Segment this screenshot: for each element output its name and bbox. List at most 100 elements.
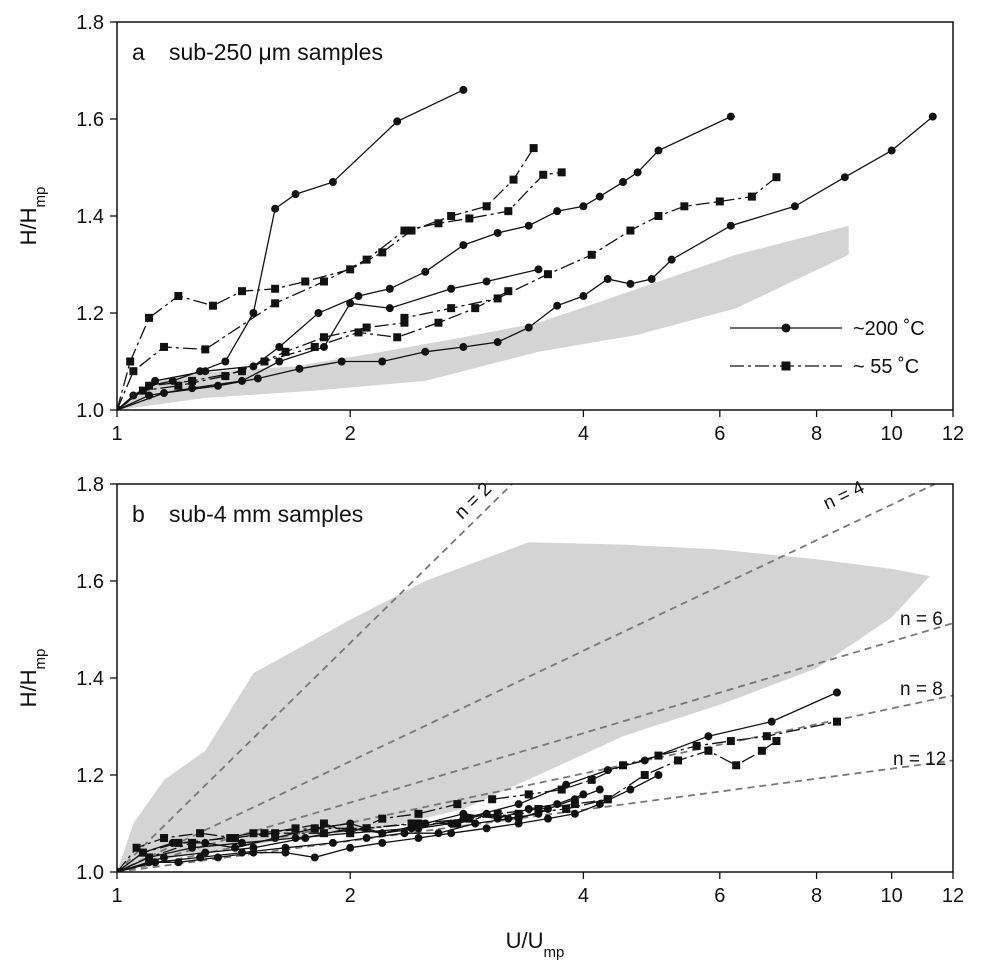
series-6-point: [488, 795, 497, 804]
reference-line-label: n = 2: [451, 479, 496, 524]
series-3-point: [378, 357, 387, 366]
series-6-point: [400, 226, 409, 235]
y-tick-label-part: 1.2: [76, 303, 104, 325]
series-2-point: [570, 809, 579, 818]
series-4-point: [188, 384, 197, 393]
panel-title-part: sub-4 mm samples: [169, 501, 363, 527]
series-7-point: [704, 746, 713, 755]
series-4-point: [319, 342, 328, 351]
y-axis-title-subscript: mp: [32, 649, 49, 670]
series-5-point: [301, 277, 310, 286]
series-6-point: [271, 299, 280, 308]
series-7-point: [757, 746, 766, 755]
reference-line-label-part: n = 6: [900, 609, 943, 630]
series-2-point: [310, 853, 319, 862]
series-3-point: [603, 275, 612, 284]
y-tick-label-part: 1.6: [76, 109, 104, 131]
series-7-point: [319, 333, 328, 342]
series-5-point: [238, 287, 247, 296]
series-3-point: [840, 173, 849, 182]
series-8-point: [138, 848, 147, 857]
series-line-3: [117, 116, 934, 410]
series-6-point: [362, 255, 371, 264]
legend-marker-square: [781, 361, 791, 371]
x-tick-label-part: 12: [942, 885, 964, 907]
series-2-point: [447, 829, 456, 838]
series-6-point: [319, 819, 328, 828]
series-line-5: [117, 813, 539, 872]
series-8-point: [310, 342, 319, 351]
y-tick-label-part: 1.4: [76, 668, 104, 690]
series-2-point: [543, 814, 552, 823]
series-3-point: [726, 221, 735, 230]
series-1-point: [129, 391, 138, 400]
series-2-point: [619, 178, 628, 187]
series-8-point: [453, 819, 462, 828]
series-1-point: [459, 85, 468, 94]
series-8-point: [117, 406, 121, 410]
series-2-point: [151, 376, 160, 385]
series-8-point: [471, 304, 480, 313]
y-tick-label: 1.2: [76, 303, 104, 325]
series-7-point: [238, 367, 247, 376]
reference-line-n2: [117, 484, 514, 872]
series-5-point: [378, 248, 387, 257]
series-3-point: [447, 819, 456, 828]
legend-label: ~200 ˚C: [853, 318, 925, 340]
series-7-point: [715, 197, 724, 206]
series-8-point: [434, 318, 443, 327]
series-5-point: [328, 838, 337, 847]
series-6-point: [160, 342, 169, 351]
series-8-point: [354, 328, 363, 337]
x-tick-label: 8: [811, 423, 822, 445]
series-6-point: [832, 717, 841, 726]
series-4-point: [482, 277, 491, 286]
series-5-point: [447, 212, 456, 220]
reference-line-label-part: n = 8: [900, 679, 943, 700]
y-tick-label-part: 1.6: [76, 571, 104, 593]
series-7-point: [310, 824, 319, 833]
y-tick-label: 1.2: [76, 765, 104, 787]
y-axis-title-subscript: mp: [32, 187, 49, 208]
x-tick-label: 8: [811, 885, 822, 907]
series-5-point: [529, 144, 538, 153]
x-tick-label-part: 10: [881, 885, 903, 907]
series-8-point: [221, 372, 230, 381]
series-7-point: [674, 756, 683, 765]
series-6-point: [196, 829, 205, 838]
series-7-point: [747, 192, 756, 201]
series-4-point: [447, 284, 456, 293]
series-6-point: [726, 737, 735, 746]
series-7-point: [772, 737, 781, 746]
y-axis-title-part: H/H: [16, 669, 41, 707]
series-6-point: [346, 829, 355, 838]
legend-label-part: ~ 55 ˚C: [853, 356, 919, 378]
series-1-point: [832, 688, 841, 697]
series-2-point: [385, 284, 394, 293]
series-2-point: [378, 838, 387, 847]
series-8-point: [174, 381, 183, 390]
reference-line-n4: [117, 484, 938, 872]
x-tick-label-part: 1: [111, 423, 122, 445]
panel-letter-part: a: [132, 39, 145, 65]
x-tick-label-part: 4: [578, 885, 589, 907]
legend-label-part: ~200 ˚C: [853, 318, 925, 340]
panel-title-part: sub-250 μm samples: [169, 39, 383, 65]
x-tick-label: 12: [942, 423, 964, 445]
y-tick-label-part: 1.0: [76, 400, 104, 422]
series-8-point: [603, 795, 612, 804]
series-4-point: [301, 834, 310, 843]
series-7-point: [145, 853, 154, 862]
series-3-point: [887, 146, 896, 155]
x-tick-label: 10: [881, 885, 903, 907]
series-8-point: [362, 824, 371, 833]
series-1-point: [238, 838, 247, 847]
series-3-point: [213, 381, 222, 390]
series-8-point: [319, 829, 328, 838]
series-7-point: [587, 250, 596, 259]
series-7-point: [654, 212, 663, 220]
series-6-point: [557, 168, 566, 177]
series-8-point: [260, 357, 269, 366]
y-axis-title-part: H/H: [16, 207, 41, 245]
